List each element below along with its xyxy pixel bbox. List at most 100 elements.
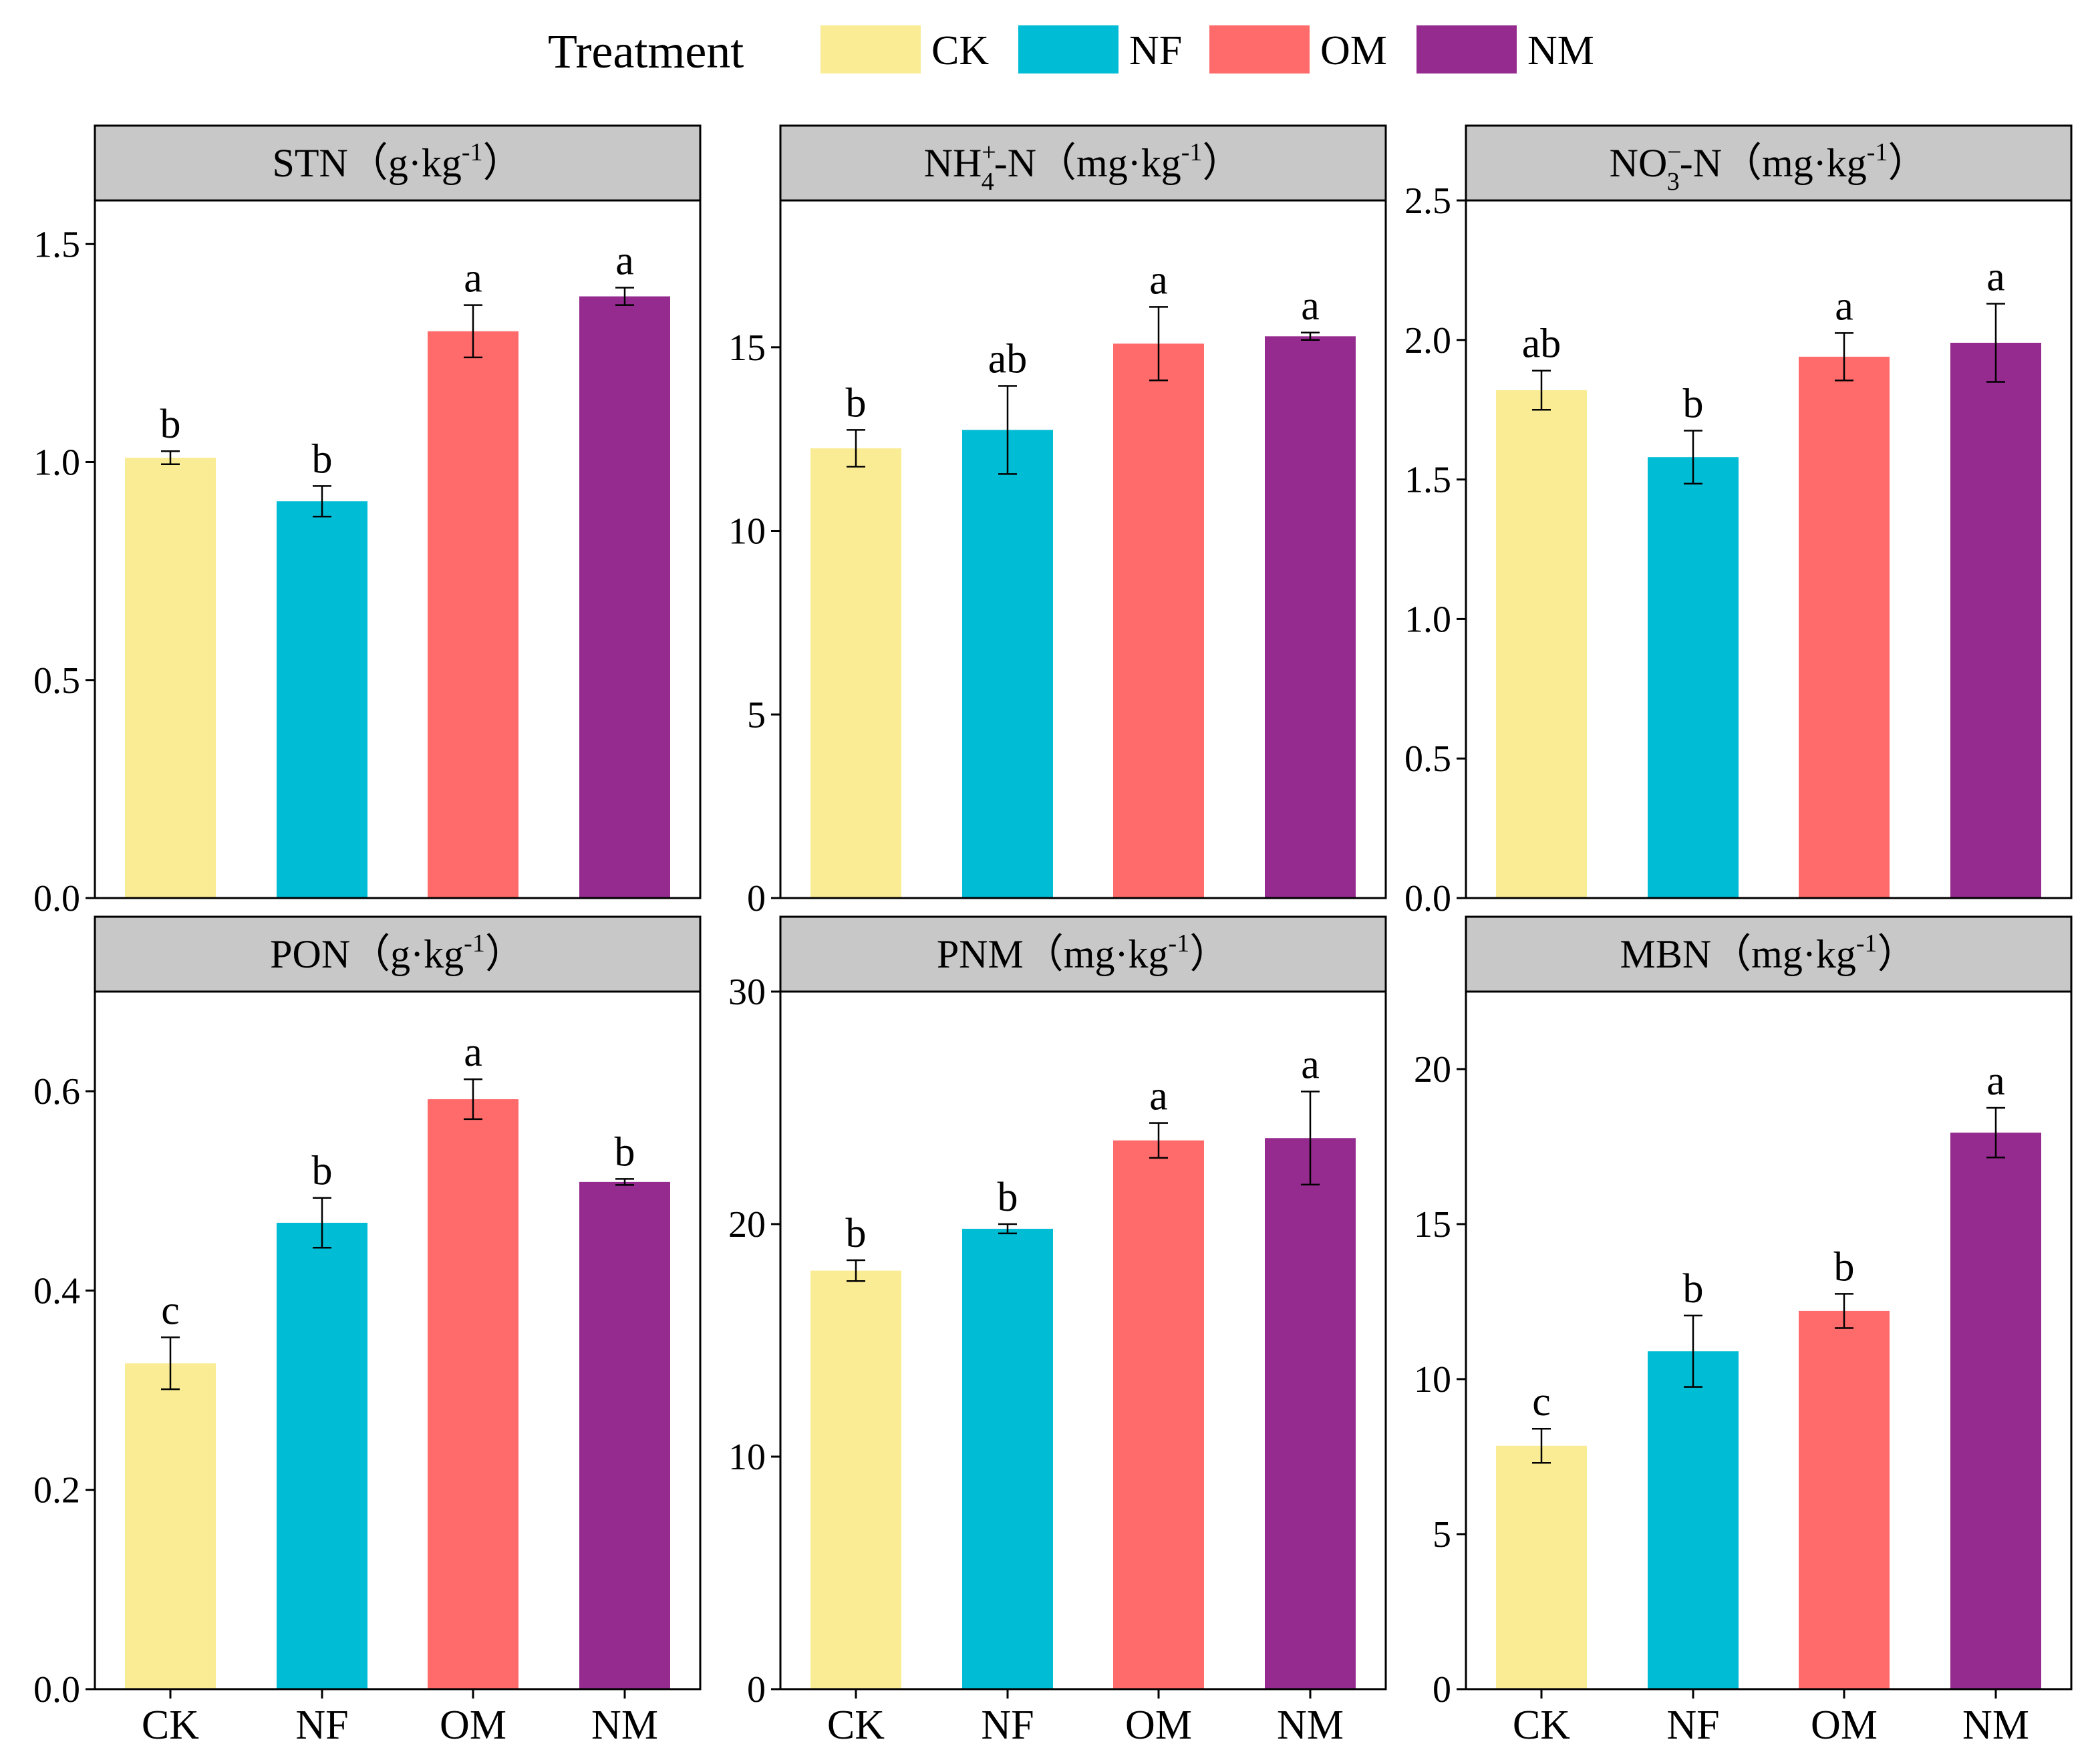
bar-nm (1265, 1138, 1356, 1689)
significance-label: c (1532, 1379, 1551, 1425)
panels: STN（g·kg-1）bba a0.00.51.01.5NH+ 4-N（mg·kg-… (33, 124, 2073, 1748)
panel-title: PON（g·kg-1） (270, 929, 525, 976)
title-unit-close: ） (1878, 932, 1918, 976)
bar-nf (1648, 1351, 1739, 1689)
legend-swatch-nm (1416, 25, 1517, 74)
legend-swatch-ck (820, 25, 921, 74)
title-unit-close: ） (1888, 141, 1928, 185)
bar-nf (277, 1223, 367, 1689)
title-main: MBN (1620, 932, 1711, 976)
panel-strip (779, 915, 1387, 993)
y-tick-label: 15 (728, 327, 766, 369)
title-rest: -N (1680, 141, 1722, 185)
y-tick-label: 0 (1433, 1669, 1451, 1711)
significance-label: c (161, 1288, 180, 1334)
panel-pon: PON（g·kg-1） c CK b NF a OM b NM 0.0 0.2 0.4 0.6 (33, 915, 702, 1748)
bar-nf (962, 430, 1053, 898)
panel-title: NO− 3-N（mg·kg-1） (1610, 138, 1928, 196)
significance-label: b (998, 1175, 1018, 1220)
bar-ck (1496, 1445, 1587, 1689)
y-tick-label: 2.5 (1404, 180, 1451, 222)
title-main: PON (270, 932, 350, 976)
title-unit-sup: -1 (462, 138, 483, 166)
bar-nm (1950, 1133, 2041, 1689)
x-tick-label: NM (591, 1703, 658, 1748)
y-tick-label: 1.0 (33, 442, 80, 484)
significance-label: b (846, 1211, 867, 1256)
legend-swatch-nf (1018, 25, 1118, 74)
title-unit: （g·kg (348, 141, 462, 185)
plot-frame (94, 199, 702, 899)
legend-label-om: OM (1320, 28, 1387, 74)
x-tick-label: CK (1513, 1703, 1570, 1748)
bar-om (1799, 356, 1890, 898)
x-tick-label: CK (142, 1703, 199, 1748)
y-tick-label: 20 (728, 1204, 766, 1245)
significance-label: a (464, 1030, 482, 1075)
panel-title: PNM（mg·kg-1） (937, 929, 1229, 976)
significance-label: a (1301, 1042, 1320, 1088)
bar-om (428, 1099, 518, 1689)
title-main: NO (1610, 141, 1668, 185)
legend-title: Treatment (548, 25, 744, 78)
significance-label: a (1149, 1074, 1168, 1119)
bar-nm (579, 1181, 670, 1689)
bar-ck (125, 1363, 216, 1689)
significance-label: a (615, 239, 634, 284)
title-unit-close: ） (1189, 932, 1229, 976)
bar-ck (1496, 390, 1587, 898)
bar-om (1113, 343, 1204, 898)
y-tick-label: 0.4 (33, 1270, 80, 1312)
title-sup: + (982, 138, 996, 166)
x-tick-label: NM (1277, 1703, 1344, 1748)
title-unit-sup: -1 (1856, 929, 1878, 958)
bar-om (1799, 1310, 1890, 1689)
significance-label: b (312, 1149, 333, 1194)
panel-title: NH+ 4-N（mg·kg-1） (924, 138, 1243, 196)
y-tick-label: 0.2 (33, 1470, 80, 1511)
significance-label: a (1986, 255, 2005, 300)
y-tick-label: 10 (728, 511, 766, 553)
y-tick-label: 0 (747, 878, 766, 919)
title-unit-sup: -1 (1181, 138, 1203, 166)
y-tick-label: 10 (1414, 1359, 1451, 1401)
significance-label: b (1683, 382, 1704, 427)
title-unit-close: ） (483, 141, 523, 185)
panel-title: MBN（mg·kg-1） (1620, 929, 1917, 976)
x-tick-label: CK (827, 1703, 885, 1748)
title-unit: （mg·kg (1024, 932, 1169, 976)
plot-frame (94, 990, 702, 1690)
y-tick-label: 20 (1414, 1049, 1451, 1090)
bar-nm (1265, 336, 1356, 898)
significance-label: b (312, 436, 333, 482)
significance-label: b (1683, 1266, 1704, 1312)
panel-strip (1465, 915, 2073, 993)
title-sub: 3 (1667, 168, 1680, 196)
significance-label: b (846, 380, 867, 426)
x-tick-label: NF (295, 1703, 348, 1748)
panel-strip (94, 915, 702, 993)
panel-strip (94, 124, 702, 202)
title-unit-sup: -1 (1867, 138, 1888, 166)
legend-label-nf: NF (1129, 28, 1182, 74)
title-unit: （mg·kg (1711, 932, 1856, 976)
x-tick-label: NF (981, 1703, 1034, 1748)
x-tick-label: NM (1962, 1703, 2029, 1748)
title-main: PNM (937, 932, 1024, 976)
significance-label: a (1149, 257, 1168, 303)
bar-ck (810, 1270, 901, 1689)
title-sub: 4 (982, 168, 994, 196)
legend-swatch-om (1209, 25, 1310, 74)
plot-frame (1465, 990, 2073, 1690)
significance-label: a (464, 256, 482, 301)
plot-frame (779, 199, 1387, 899)
y-tick-label: 0.0 (33, 878, 80, 919)
y-tick-label: 2.0 (1404, 320, 1451, 361)
y-tick-label: 0.5 (1404, 738, 1451, 780)
y-tick-label: 1.5 (33, 224, 80, 265)
panel-mbn: MBN（mg·kg-1） c CK b NF b OM a NM 0 5 10 15 20 (1414, 915, 2073, 1748)
panel-no3: NO− 3-N（mg·kg-1） ab b a a 0.0 0.5 1.0 1.5 2.0 2.5 (1404, 124, 2073, 919)
plot-frame (1465, 199, 2073, 899)
bar-om (428, 331, 518, 898)
